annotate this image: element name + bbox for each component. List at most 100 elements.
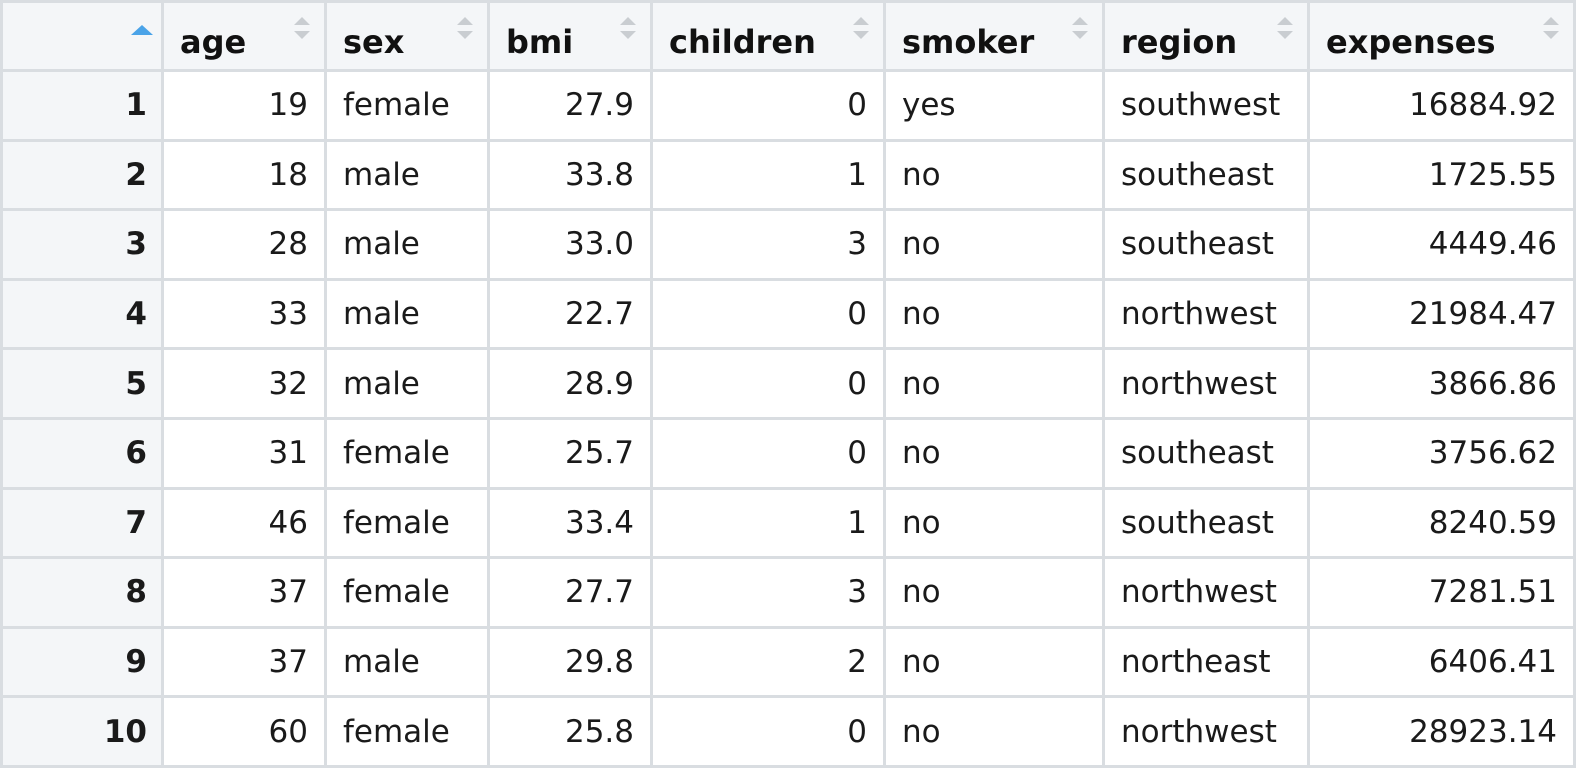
row-index-header[interactable] bbox=[0, 0, 164, 72]
cell-smoker: no bbox=[886, 698, 1105, 768]
cell-bmi: 33.8 bbox=[490, 141, 653, 212]
table-row[interactable]: 4 33 male 22.7 0 no northwest 21984.47 bbox=[0, 280, 1576, 351]
sort-arrows-icon[interactable] bbox=[294, 15, 310, 43]
cell-bmi: 25.7 bbox=[490, 419, 653, 490]
cell-children: 3 bbox=[653, 211, 886, 281]
cell-smoker: no bbox=[886, 280, 1105, 351]
row-number: 9 bbox=[0, 628, 164, 699]
column-header-sex[interactable]: sex bbox=[327, 0, 490, 72]
cell-children: 0 bbox=[653, 72, 886, 142]
cell-expenses: 6406.41 bbox=[1310, 628, 1576, 699]
cell-smoker: no bbox=[886, 628, 1105, 699]
row-number: 2 bbox=[0, 141, 164, 212]
cell-smoker: no bbox=[886, 489, 1105, 560]
table-row[interactable]: 5 32 male 28.9 0 no northwest 3866.86 bbox=[0, 350, 1576, 420]
cell-sex: female bbox=[327, 559, 490, 629]
cell-smoker: yes bbox=[886, 72, 1105, 142]
sort-arrows-icon[interactable] bbox=[1072, 15, 1088, 43]
column-header-age[interactable]: age bbox=[164, 0, 327, 72]
cell-smoker: no bbox=[886, 419, 1105, 490]
column-header-label: age bbox=[180, 23, 247, 61]
table-row[interactable]: 6 31 female 25.7 0 no southeast 3756.62 bbox=[0, 419, 1576, 490]
cell-sex: female bbox=[327, 489, 490, 560]
sort-arrows-icon[interactable] bbox=[457, 15, 473, 43]
table-row[interactable]: 2 18 male 33.8 1 no southeast 1725.55 bbox=[0, 141, 1576, 212]
cell-expenses: 16884.92 bbox=[1310, 72, 1576, 142]
cell-age: 37 bbox=[164, 559, 327, 629]
cell-sex: male bbox=[327, 141, 490, 212]
cell-smoker: no bbox=[886, 141, 1105, 212]
row-number: 1 bbox=[0, 72, 164, 142]
column-header-label: smoker bbox=[902, 23, 1035, 61]
cell-sex: male bbox=[327, 350, 490, 420]
cell-sex: female bbox=[327, 698, 490, 768]
row-number: 3 bbox=[0, 211, 164, 281]
cell-smoker: no bbox=[886, 350, 1105, 420]
column-header-children[interactable]: children bbox=[653, 0, 886, 72]
table-row[interactable]: 1 19 female 27.9 0 yes southwest 16884.92 bbox=[0, 72, 1576, 142]
cell-smoker: no bbox=[886, 211, 1105, 281]
cell-region: northwest bbox=[1105, 559, 1310, 629]
row-number: 6 bbox=[0, 419, 164, 490]
column-header-label: children bbox=[669, 23, 816, 61]
column-header-smoker[interactable]: smoker bbox=[886, 0, 1105, 72]
table-row[interactable]: 10 60 female 25.8 0 no northwest 28923.14 bbox=[0, 698, 1576, 768]
column-header-label: bmi bbox=[506, 23, 574, 61]
cell-bmi: 25.8 bbox=[490, 698, 653, 768]
sort-arrows-icon[interactable] bbox=[1543, 15, 1559, 43]
cell-sex: male bbox=[327, 628, 490, 699]
table-row[interactable]: 7 46 female 33.4 1 no southeast 8240.59 bbox=[0, 489, 1576, 560]
sort-ascending-icon bbox=[131, 25, 153, 35]
cell-region: northwest bbox=[1105, 698, 1310, 768]
column-header-expenses[interactable]: expenses bbox=[1310, 0, 1576, 72]
cell-children: 0 bbox=[653, 698, 886, 768]
cell-region: northwest bbox=[1105, 350, 1310, 420]
sort-arrows-icon[interactable] bbox=[620, 15, 636, 43]
cell-age: 28 bbox=[164, 211, 327, 281]
sort-arrows-icon[interactable] bbox=[853, 15, 869, 43]
cell-bmi: 28.9 bbox=[490, 350, 653, 420]
cell-bmi: 29.8 bbox=[490, 628, 653, 699]
column-header-label: region bbox=[1121, 23, 1238, 61]
row-number: 8 bbox=[0, 559, 164, 629]
cell-bmi: 33.0 bbox=[490, 211, 653, 281]
cell-smoker: no bbox=[886, 559, 1105, 629]
cell-age: 60 bbox=[164, 698, 327, 768]
row-number: 5 bbox=[0, 350, 164, 420]
cell-expenses: 28923.14 bbox=[1310, 698, 1576, 768]
cell-bmi: 22.7 bbox=[490, 280, 653, 351]
cell-sex: female bbox=[327, 419, 490, 490]
cell-children: 1 bbox=[653, 489, 886, 560]
table-row[interactable]: 9 37 male 29.8 2 no northeast 6406.41 bbox=[0, 628, 1576, 699]
header-row: age sex bmi children smoker region expenses bbox=[0, 0, 1576, 72]
cell-region: northwest bbox=[1105, 280, 1310, 351]
sort-arrows-icon[interactable] bbox=[1277, 15, 1293, 43]
column-header-label: expenses bbox=[1326, 23, 1496, 61]
cell-children: 2 bbox=[653, 628, 886, 699]
row-number: 7 bbox=[0, 489, 164, 560]
cell-expenses: 1725.55 bbox=[1310, 141, 1576, 212]
cell-children: 1 bbox=[653, 141, 886, 212]
cell-region: southeast bbox=[1105, 211, 1310, 281]
cell-age: 32 bbox=[164, 350, 327, 420]
cell-bmi: 33.4 bbox=[490, 489, 653, 560]
cell-expenses: 4449.46 bbox=[1310, 211, 1576, 281]
cell-bmi: 27.7 bbox=[490, 559, 653, 629]
column-header-region[interactable]: region bbox=[1105, 0, 1310, 72]
row-number: 10 bbox=[0, 698, 164, 768]
cell-expenses: 21984.47 bbox=[1310, 280, 1576, 351]
table-row[interactable]: 3 28 male 33.0 3 no southeast 4449.46 bbox=[0, 211, 1576, 281]
cell-sex: female bbox=[327, 72, 490, 142]
cell-children: 3 bbox=[653, 559, 886, 629]
table-row[interactable]: 8 37 female 27.7 3 no northwest 7281.51 bbox=[0, 559, 1576, 629]
cell-age: 19 bbox=[164, 72, 327, 142]
cell-region: northeast bbox=[1105, 628, 1310, 699]
column-header-bmi[interactable]: bmi bbox=[490, 0, 653, 72]
cell-age: 46 bbox=[164, 489, 327, 560]
cell-sex: male bbox=[327, 280, 490, 351]
cell-expenses: 8240.59 bbox=[1310, 489, 1576, 560]
cell-age: 18 bbox=[164, 141, 327, 212]
cell-expenses: 7281.51 bbox=[1310, 559, 1576, 629]
cell-age: 31 bbox=[164, 419, 327, 490]
